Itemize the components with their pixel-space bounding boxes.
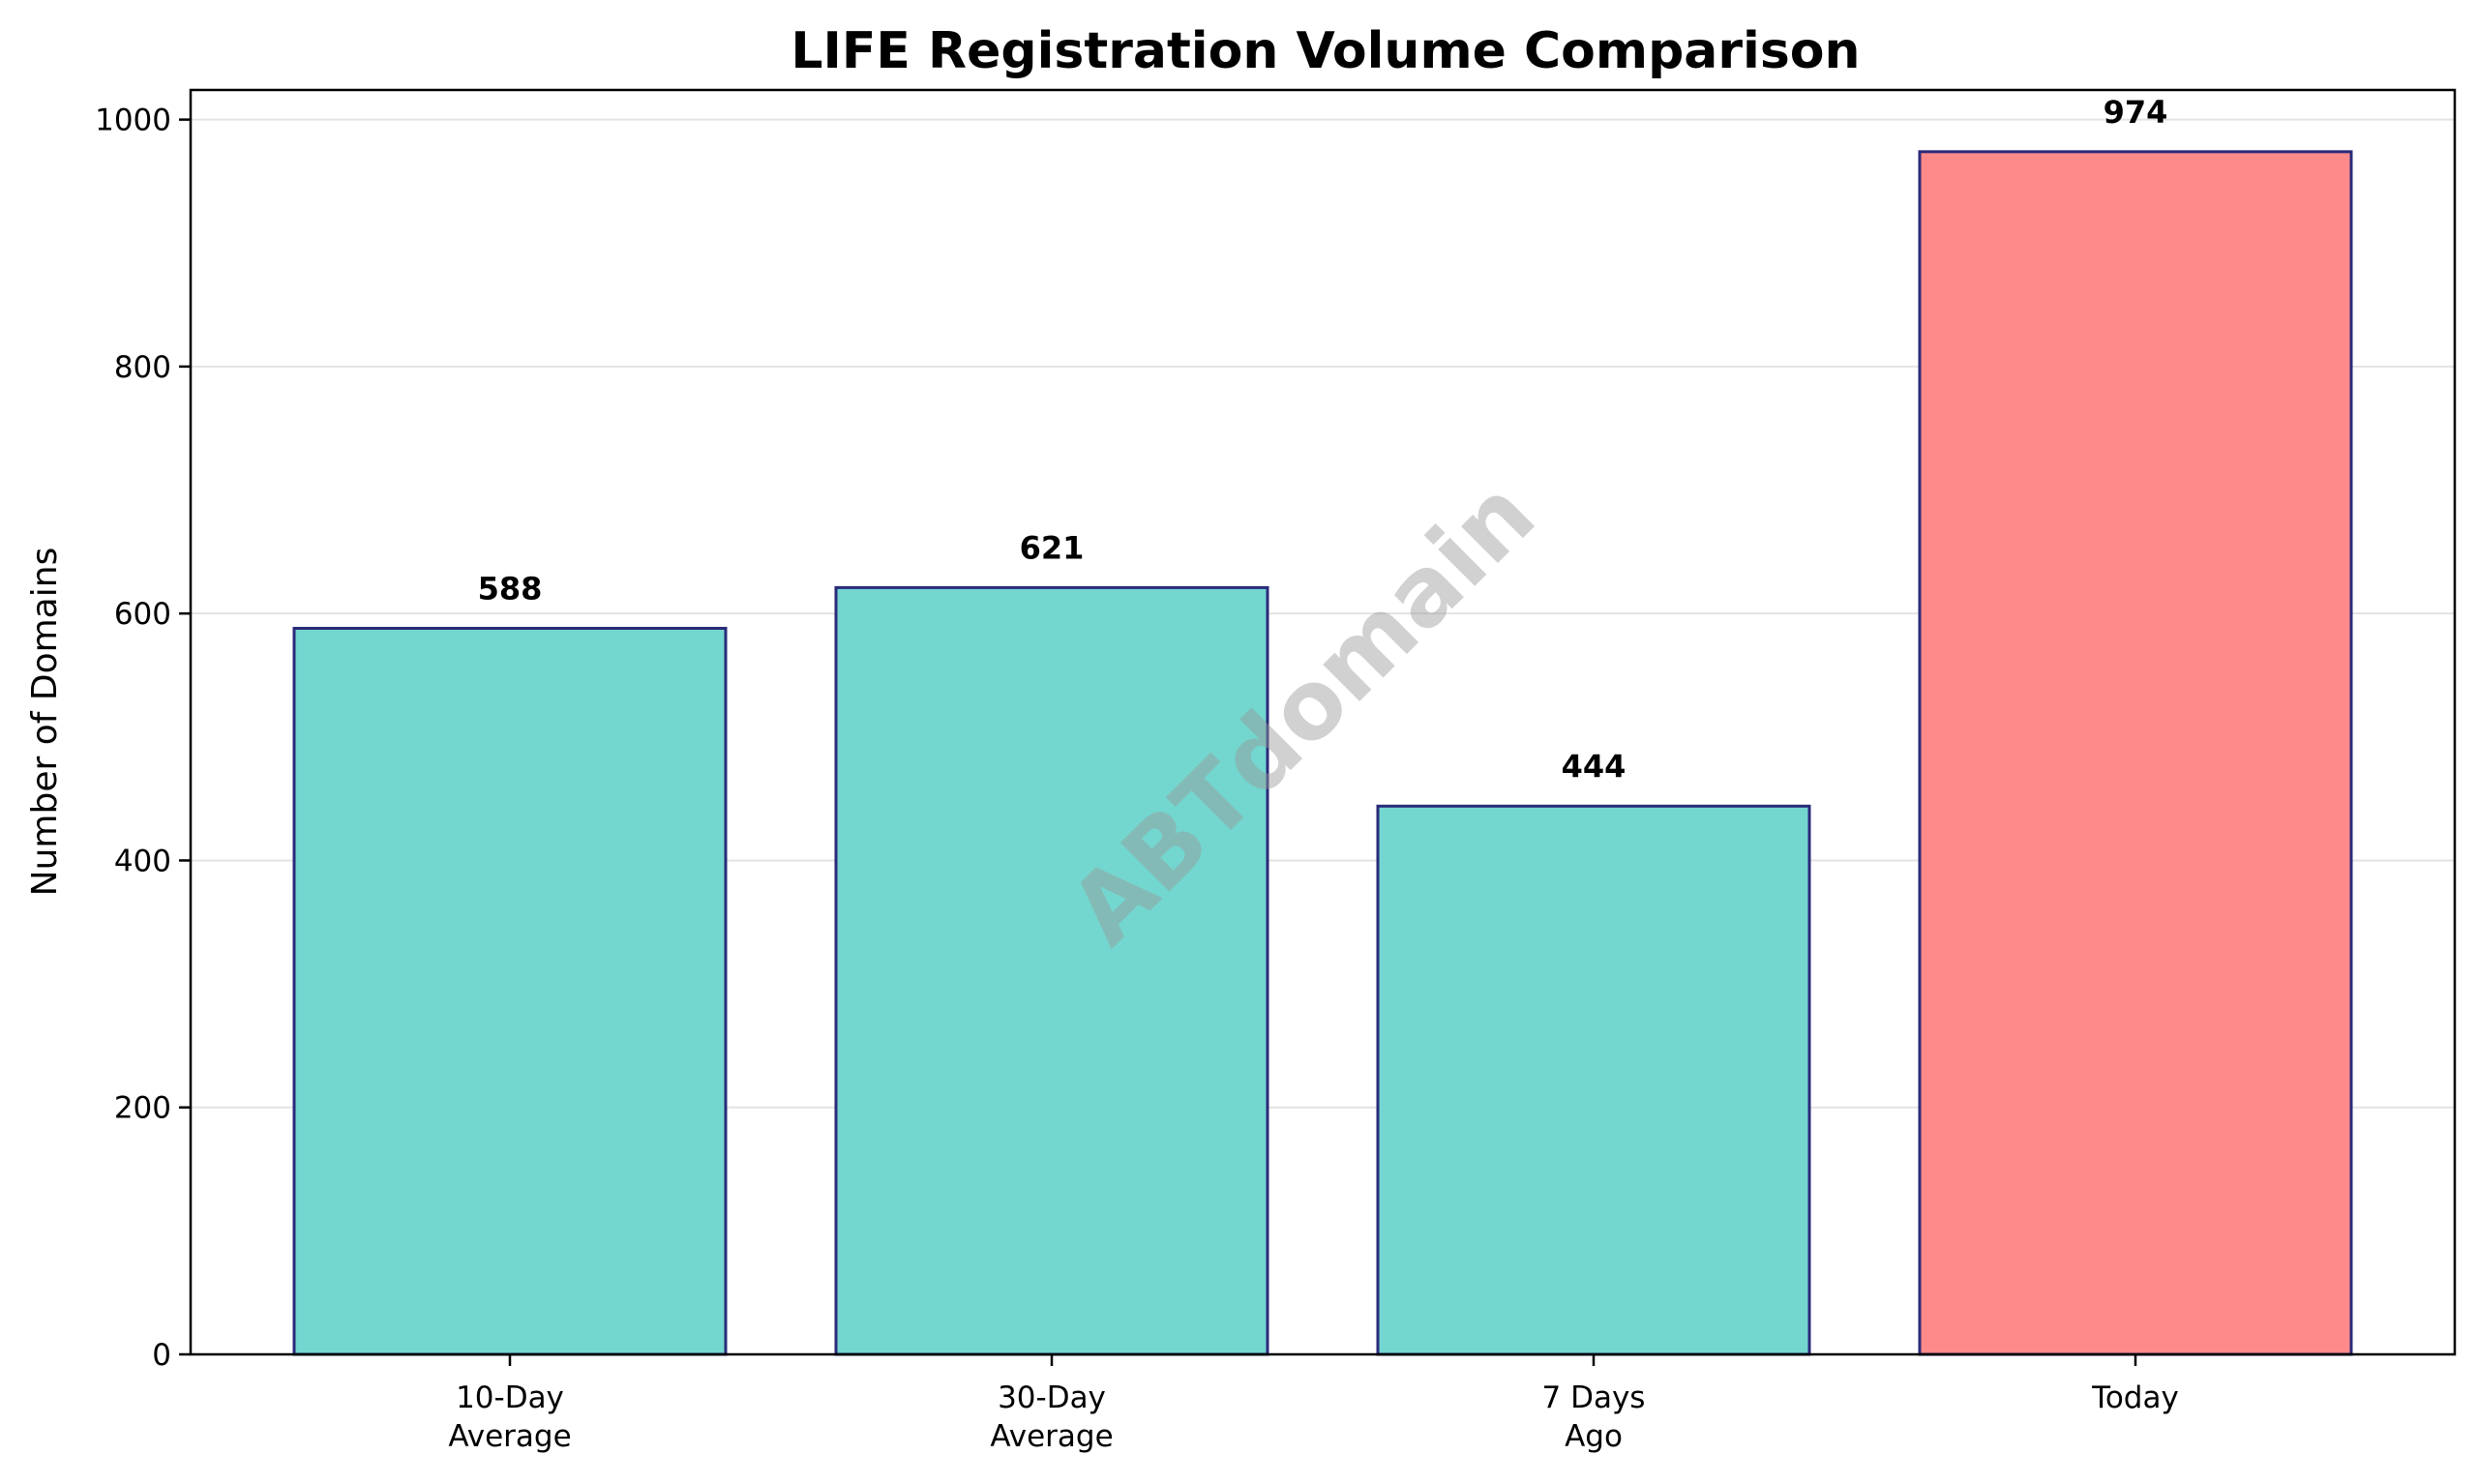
chart-title: LIFE Registration Volume Comparison <box>791 22 1860 80</box>
data-labels: 588 621 444 974 <box>478 94 2168 785</box>
data-label-2: 444 <box>1562 748 1626 785</box>
x-tick-label: Ago <box>1565 1419 1623 1454</box>
y-tick-label: 1000 <box>95 104 171 138</box>
x-tick-label: Today <box>2091 1380 2179 1415</box>
data-label-0: 588 <box>478 570 543 607</box>
x-tick-label: 7 Days <box>1542 1380 1646 1415</box>
y-tick-label: 800 <box>114 350 171 385</box>
bar-3 <box>1918 150 2353 1356</box>
x-tick-label: 10-Day <box>456 1380 564 1415</box>
x-tick-label: 30-Day <box>998 1380 1106 1415</box>
bar-0 <box>292 626 728 1356</box>
y-axis-label: Number of Domains <box>25 548 65 897</box>
bar-2 <box>1376 804 1811 1356</box>
bars <box>292 150 2353 1356</box>
y-axis-ticks: 0 200 400 600 800 1000 <box>95 104 191 1373</box>
x-axis-ticks: 10-Day Average 30-Day Average 7 Days Ago Today <box>448 1354 2179 1454</box>
y-tick-label: 600 <box>114 597 171 632</box>
data-label-3: 974 <box>2104 94 2168 131</box>
bar-1 <box>834 585 1269 1356</box>
y-tick-label: 0 <box>152 1338 171 1373</box>
data-label-1: 621 <box>1020 529 1085 566</box>
y-tick-label: 400 <box>114 844 171 878</box>
y-tick-label: 200 <box>114 1091 171 1126</box>
x-tick-label: Average <box>448 1419 571 1454</box>
x-tick-label: Average <box>990 1419 1113 1454</box>
plot-frame <box>189 88 2457 1356</box>
